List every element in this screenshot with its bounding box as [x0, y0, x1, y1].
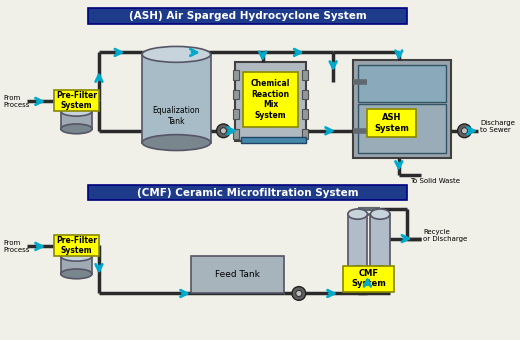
Bar [370, 214, 390, 271]
Ellipse shape [370, 266, 390, 276]
Bar [302, 129, 308, 139]
Bar [233, 70, 239, 80]
Ellipse shape [61, 106, 92, 116]
Text: Discharge
to Sewer: Discharge to Sewer [480, 120, 515, 133]
Text: Pre-Filter
System: Pre-Filter System [56, 91, 97, 110]
Bar [241, 137, 306, 142]
Text: (CMF) Ceramic Microfiltration System: (CMF) Ceramic Microfiltration System [137, 188, 358, 198]
Bar [302, 70, 308, 80]
Circle shape [461, 128, 467, 134]
Ellipse shape [61, 251, 92, 261]
Circle shape [220, 128, 227, 134]
Circle shape [292, 287, 306, 300]
Text: Recycle
or Discharge: Recycle or Discharge [423, 229, 467, 242]
Text: Pre-Filter
System: Pre-Filter System [56, 236, 97, 255]
Circle shape [216, 124, 230, 138]
Bar [233, 109, 239, 119]
Text: Chemical
Reaction
Mix
System: Chemical Reaction Mix System [251, 79, 290, 120]
Bar [88, 185, 407, 200]
Circle shape [296, 290, 302, 296]
Ellipse shape [61, 269, 92, 279]
Text: CMF
System: CMF System [351, 269, 386, 288]
Bar [348, 214, 368, 271]
Text: ASH
System: ASH System [374, 113, 409, 133]
Bar [302, 109, 308, 119]
Bar [88, 8, 407, 24]
Bar [233, 90, 239, 100]
Ellipse shape [142, 135, 211, 151]
Bar [61, 111, 92, 129]
Bar [235, 62, 306, 141]
Ellipse shape [61, 124, 92, 134]
Ellipse shape [370, 209, 390, 219]
Bar [54, 235, 99, 256]
Text: Feed Tank: Feed Tank [215, 270, 259, 279]
Bar [368, 109, 417, 137]
Text: To Solid Waste: To Solid Waste [410, 178, 460, 184]
Bar [61, 256, 92, 274]
Bar [343, 266, 394, 291]
Bar [243, 72, 298, 127]
Bar [54, 90, 99, 111]
Text: Equalization
Tank: Equalization Tank [153, 106, 200, 126]
Ellipse shape [142, 47, 211, 62]
Bar [233, 129, 239, 139]
Circle shape [458, 124, 471, 138]
Bar [353, 60, 451, 158]
Bar [142, 54, 211, 142]
Text: From
Process: From Process [3, 240, 29, 253]
Ellipse shape [348, 209, 368, 219]
Bar [358, 104, 446, 153]
Ellipse shape [348, 266, 368, 276]
Text: From
Process: From Process [3, 95, 29, 108]
Bar [302, 90, 308, 100]
Bar [358, 65, 446, 102]
Bar [191, 256, 284, 293]
Text: (ASH) Air Sparged Hydrocyclone System: (ASH) Air Sparged Hydrocyclone System [128, 11, 366, 21]
